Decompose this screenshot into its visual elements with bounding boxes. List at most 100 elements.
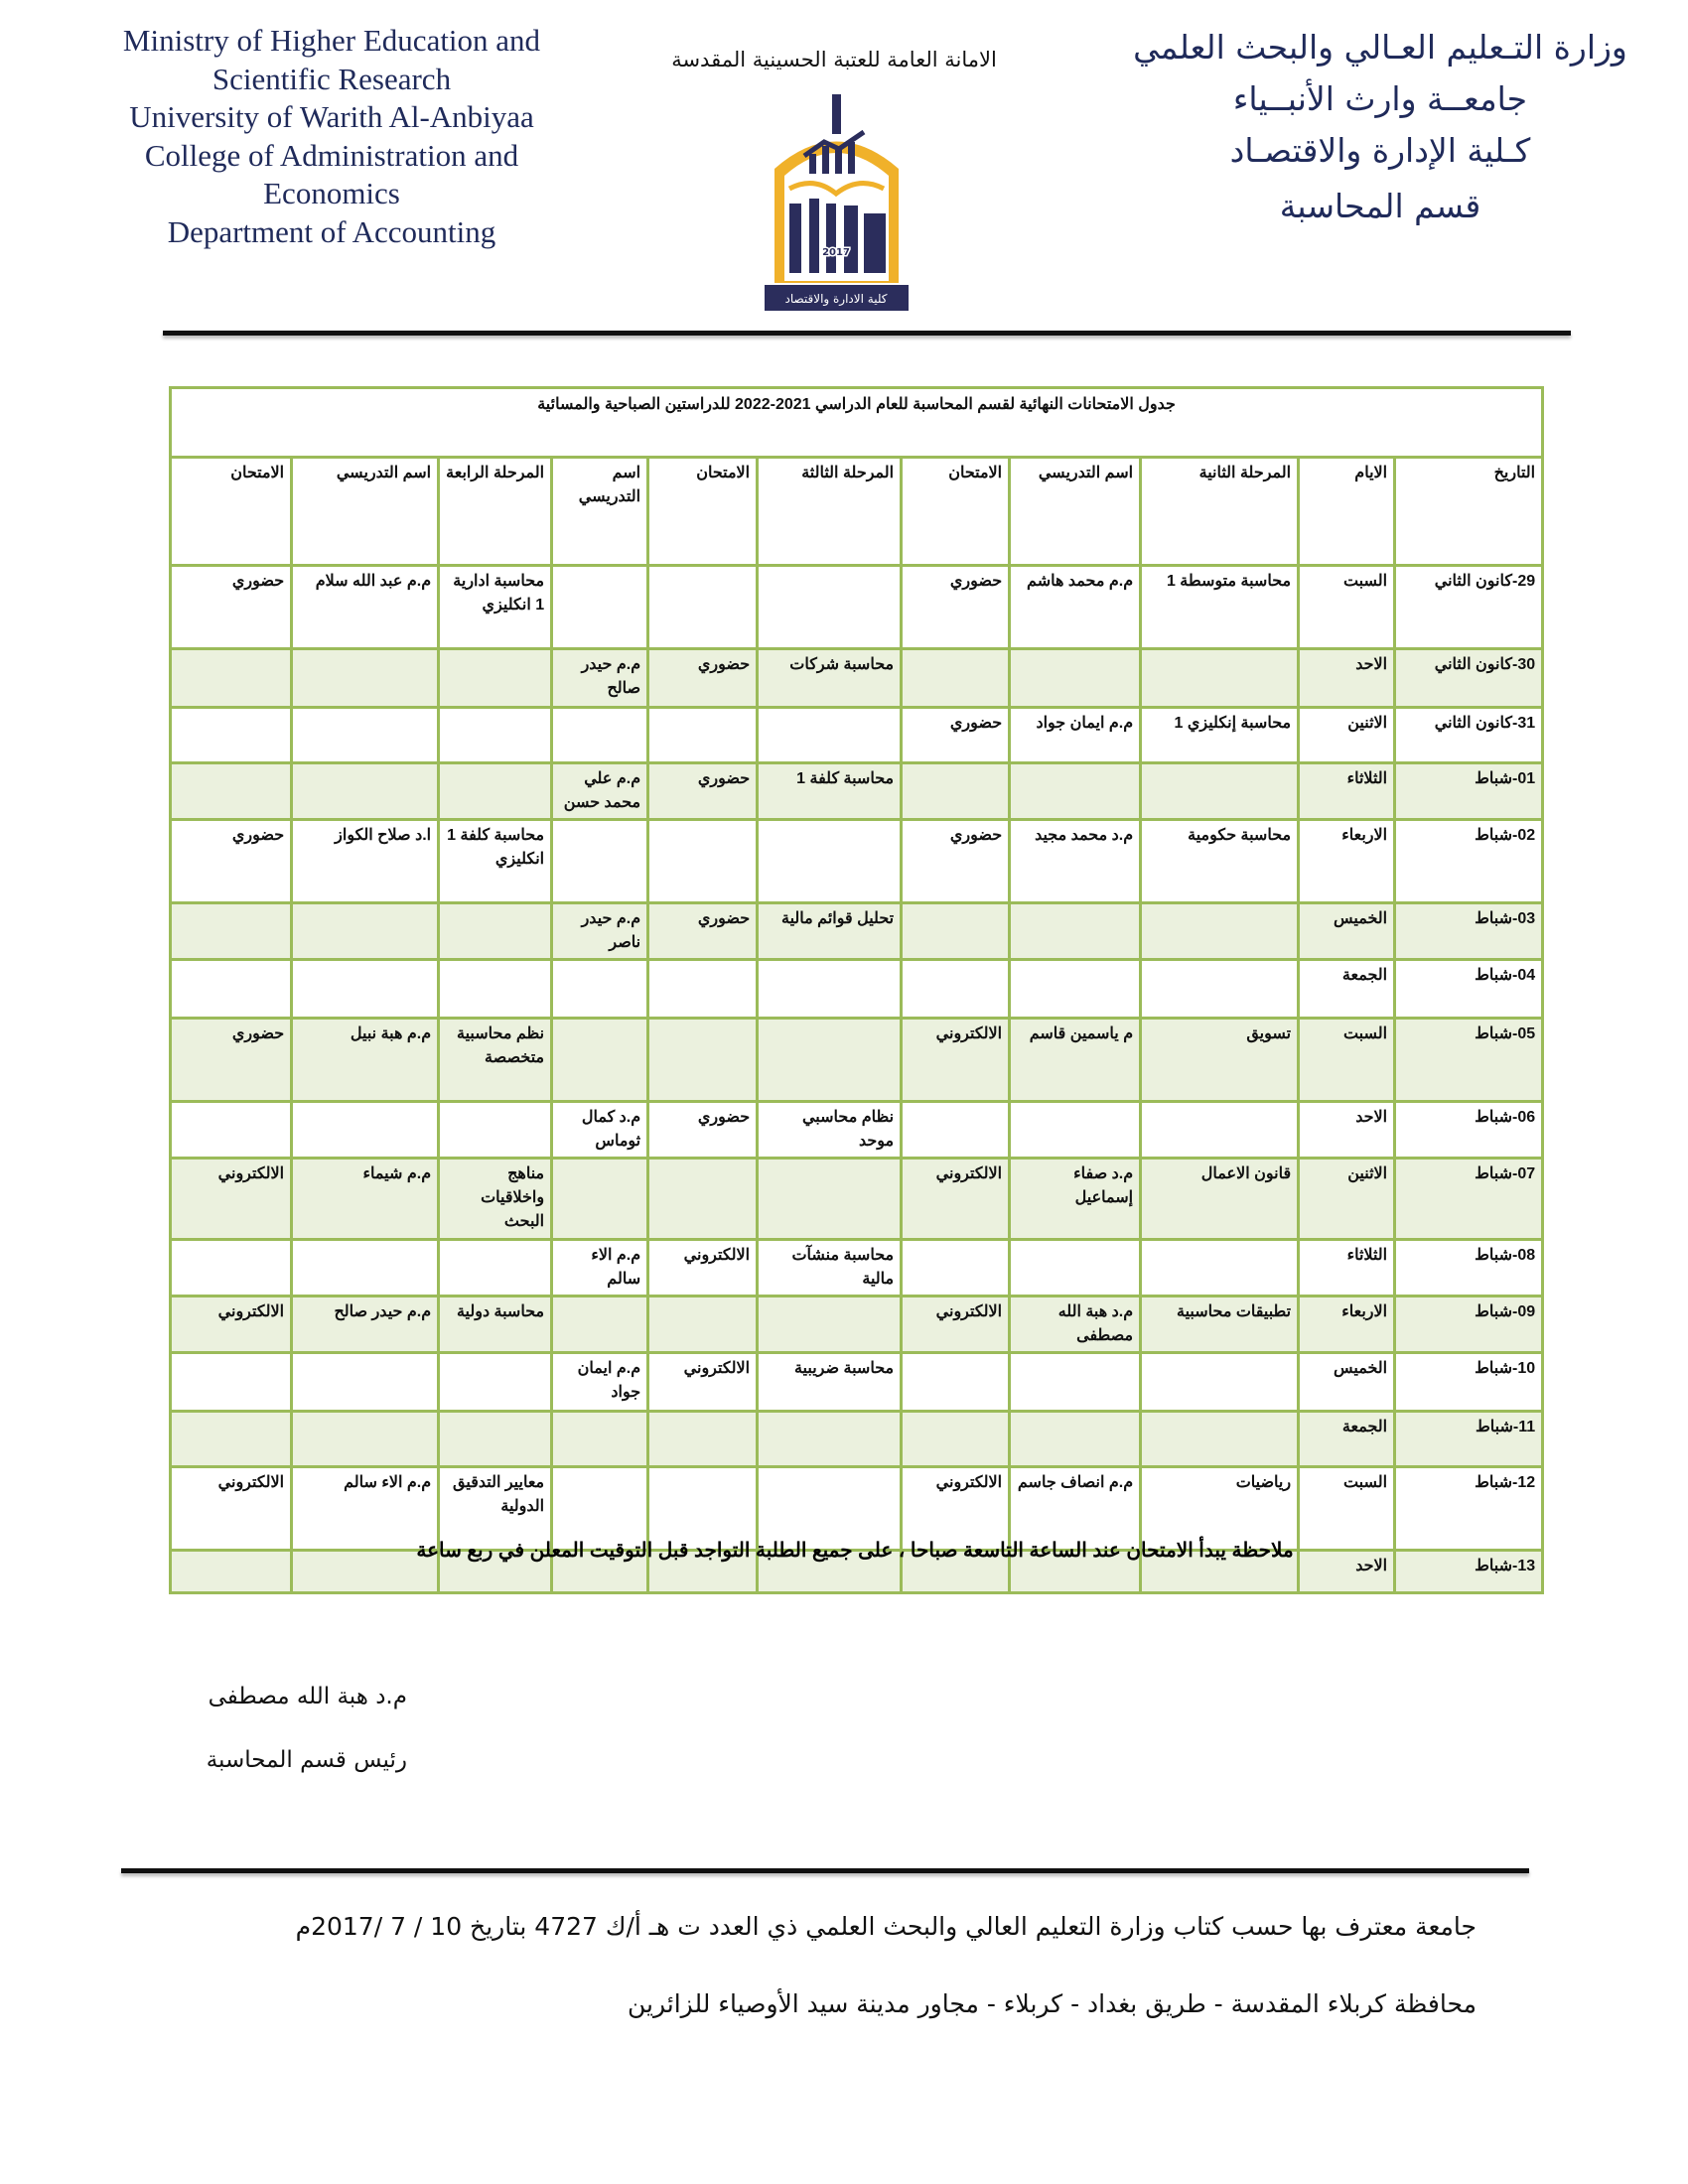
table-cell xyxy=(900,647,1012,709)
table-cell: الالكتروني xyxy=(900,1295,1012,1354)
table-cell xyxy=(1139,1549,1301,1594)
table-cell: الجمعة xyxy=(1297,1410,1397,1468)
table-cell xyxy=(437,1100,554,1160)
table-cell xyxy=(550,958,650,1020)
table-cell: 01-شباط xyxy=(1393,761,1545,821)
table-cell xyxy=(550,706,650,764)
table-row: 05-شباط السبت تسويق م ياسمين قاسم الالكتروني… xyxy=(168,1017,1545,1103)
table-cell: ا.د صلاح الكواز xyxy=(290,818,441,904)
table-cell: حضوري xyxy=(168,818,294,904)
table-cell: م.م ايمان جواد xyxy=(550,1351,650,1413)
table-cell: رياضيات xyxy=(1139,1465,1301,1552)
table-cell: م.د كمال ثوماس xyxy=(550,1100,650,1160)
column-header: التاريخ xyxy=(1393,456,1545,567)
table-cell xyxy=(646,818,760,904)
signatory-name: م.د هبة الله مصطفى xyxy=(208,1684,407,1709)
table-title: جدول الامتحانات النهائية لقسم المحاسبة ل… xyxy=(168,386,1545,459)
table-cell xyxy=(900,901,1012,961)
table-cell: م.م ايمان جواد xyxy=(1008,706,1143,764)
table-row: 13-شباط الاحد xyxy=(168,1549,1545,1594)
table-cell: 06-شباط xyxy=(1393,1100,1545,1160)
table-cell xyxy=(756,958,904,1020)
table-cell: م.د صفاء إسماعيل xyxy=(1008,1157,1143,1241)
column-header: اسم التدريسي xyxy=(1008,456,1143,567)
table-cell xyxy=(437,647,554,709)
column-header: اسم التدريسي xyxy=(550,456,650,567)
table-cell: محاسبة ادارية 1 انكليزي xyxy=(437,564,554,650)
header-divider xyxy=(163,331,1571,336)
logo-year: 2017 xyxy=(822,247,850,258)
accreditation-text: جامعة معترف بها حسب كتاب وزارة التعليم ا… xyxy=(295,1912,1477,1941)
table-row: 01-شباط الثلاثاء محاسبة كلفة 1 حضوري م.م علي… xyxy=(168,761,1545,821)
table-cell: الالكتروني xyxy=(646,1351,760,1413)
table-cell xyxy=(646,1295,760,1354)
table-cell: 09-شباط xyxy=(1393,1295,1545,1354)
table-cell: م.م شيماء xyxy=(290,1157,441,1241)
table-row: 31-كانون الثاني الاثنين محاسبة إنكليزي 1 م.… xyxy=(168,706,1545,764)
column-header: الامتحان xyxy=(900,456,1012,567)
table-cell xyxy=(646,958,760,1020)
table-cell xyxy=(1008,1351,1143,1413)
arabic-letterhead: وزارة التـعليم العـالي والبحث العلمي جامع… xyxy=(1112,22,1648,232)
arabic-letterhead-line: قسم المحاسبة xyxy=(1279,187,1481,225)
table-cell: 08-شباط xyxy=(1393,1238,1545,1297)
table-cell xyxy=(290,1351,441,1413)
table-cell: الثلاثاء xyxy=(1297,1238,1397,1297)
table-cell xyxy=(646,1465,760,1552)
university-logo: 2017 كلية الادارة والاقتصاد xyxy=(765,94,909,311)
table-row: 04-شباط الجمعة xyxy=(168,958,1545,1020)
table-cell: محاسبة منشآت مالية xyxy=(756,1238,904,1297)
arabic-letterhead-line: جامعــة وارث الأنبــياء xyxy=(1232,79,1528,118)
table-cell: تحليل قوائم مالية xyxy=(756,901,904,961)
table-cell xyxy=(1008,647,1143,709)
table-cell xyxy=(168,1410,294,1468)
table-cell: تسويق xyxy=(1139,1017,1301,1103)
table-row: 29-كانون الثاني السبت محاسبة متوسطة 1 م.م م… xyxy=(168,564,1545,650)
arabic-letterhead-line: وزارة التـعليم العـالي والبحث العلمي xyxy=(1133,28,1627,67)
table-cell xyxy=(168,958,294,1020)
table-cell xyxy=(437,1549,554,1594)
table-cell xyxy=(756,706,904,764)
table-cell: تطبيقات محاسبية xyxy=(1139,1295,1301,1354)
table-cell xyxy=(756,1465,904,1552)
footer-divider xyxy=(121,1868,1529,1873)
table-cell xyxy=(1139,1351,1301,1413)
table-cell: م.م حيدر صالح xyxy=(550,647,650,709)
table-cell: الجمعة xyxy=(1297,958,1397,1020)
column-header: الامتحان xyxy=(646,456,760,567)
table-row: 08-شباط الثلاثاء محاسبة منشآت مالية الالكتر… xyxy=(168,1238,1545,1297)
table-cell xyxy=(290,1549,441,1594)
table-cell: الاربعاء xyxy=(1297,1295,1397,1354)
table-cell: م ياسمين قاسم xyxy=(1008,1017,1143,1103)
table-cell xyxy=(756,1017,904,1103)
table-cell xyxy=(290,1410,441,1468)
table-cell xyxy=(1139,761,1301,821)
table-cell: 12-شباط xyxy=(1393,1465,1545,1552)
table-cell xyxy=(550,564,650,650)
table-cell xyxy=(168,901,294,961)
table-cell xyxy=(290,901,441,961)
table-cell xyxy=(1008,1100,1143,1160)
table-cell: الخميس xyxy=(1297,901,1397,961)
table-cell xyxy=(437,706,554,764)
table-cell xyxy=(437,761,554,821)
table-cell xyxy=(1139,901,1301,961)
table-cell: م.د محمد مجيد xyxy=(1008,818,1143,904)
table-cell xyxy=(290,706,441,764)
table-cell xyxy=(900,958,1012,1020)
table-cell: محاسبة ضريبية xyxy=(756,1351,904,1413)
table-cell xyxy=(646,564,760,650)
table-cell: حضوري xyxy=(646,901,760,961)
column-header: الايام xyxy=(1297,456,1397,567)
table-cell xyxy=(646,1410,760,1468)
table-cell: م.م انصاف جاسم xyxy=(1008,1465,1143,1552)
table-cell: محاسبة كلفة 1 xyxy=(756,761,904,821)
table-cell xyxy=(550,1410,650,1468)
table-cell: حضوري xyxy=(646,647,760,709)
table-row: 10-شباط الخميس محاسبة ضريبية الالكتروني م.م … xyxy=(168,1351,1545,1413)
table-cell xyxy=(756,1295,904,1354)
column-header: المرحلة الرابعة xyxy=(437,456,554,567)
table-row: 11-شباط الجمعة xyxy=(168,1410,1545,1468)
table-cell xyxy=(168,1100,294,1160)
table-cell: حضوري xyxy=(900,706,1012,764)
